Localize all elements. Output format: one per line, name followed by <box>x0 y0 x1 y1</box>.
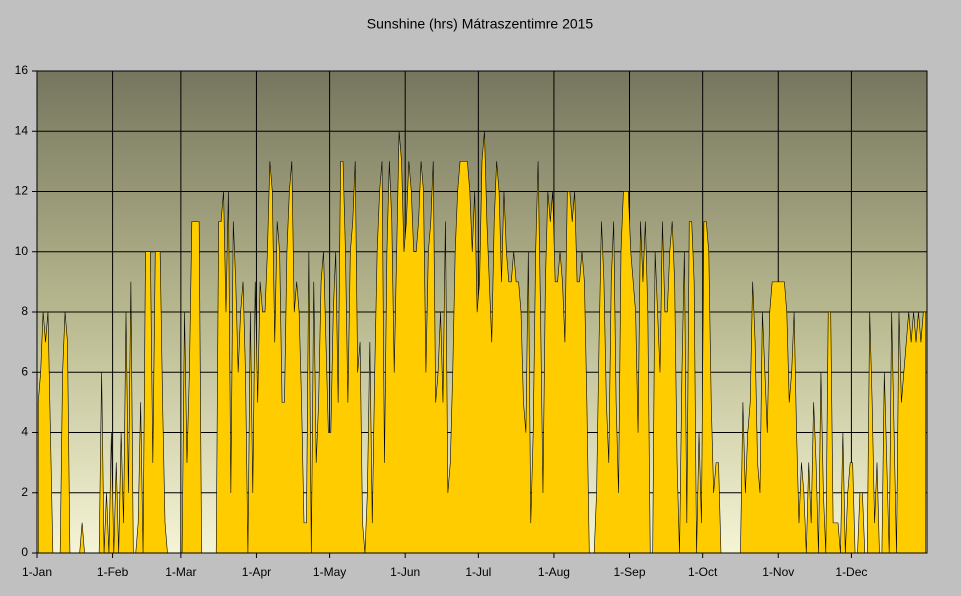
y-tick-label: 6 <box>21 364 28 378</box>
x-tick-label: 1-Mar <box>165 565 196 579</box>
x-tick-label: 1-Aug <box>538 565 570 579</box>
x-tick-label: 1-Sep <box>614 565 646 579</box>
y-tick-label: 4 <box>21 425 28 439</box>
y-tick-label: 16 <box>15 63 29 77</box>
x-tick-label: 1-May <box>313 565 346 579</box>
x-tick-label: 1-Feb <box>97 565 129 579</box>
x-tick-label: 1-Oct <box>688 565 718 579</box>
x-tick-label: 1-Nov <box>762 565 794 579</box>
chart-title: Sunshine (hrs) Mátraszentimre 2015 <box>367 16 594 32</box>
x-tick-label: 1-Apr <box>242 565 271 579</box>
y-tick-label: 0 <box>21 545 28 559</box>
sunshine-area <box>37 130 927 554</box>
x-tick-label: 1-Jul <box>465 565 491 579</box>
y-tick-label: 8 <box>21 304 28 318</box>
y-tick-label: 2 <box>21 485 28 499</box>
y-tick-label: 10 <box>15 244 29 258</box>
x-tick-label: 1-Jun <box>390 565 420 579</box>
y-tick-label: 12 <box>15 184 29 198</box>
y-tick-label: 14 <box>15 123 29 137</box>
x-tick-label: 1-Dec <box>835 565 867 579</box>
plot-border <box>36 70 928 554</box>
x-tick-label: 1-Jan <box>22 565 52 579</box>
